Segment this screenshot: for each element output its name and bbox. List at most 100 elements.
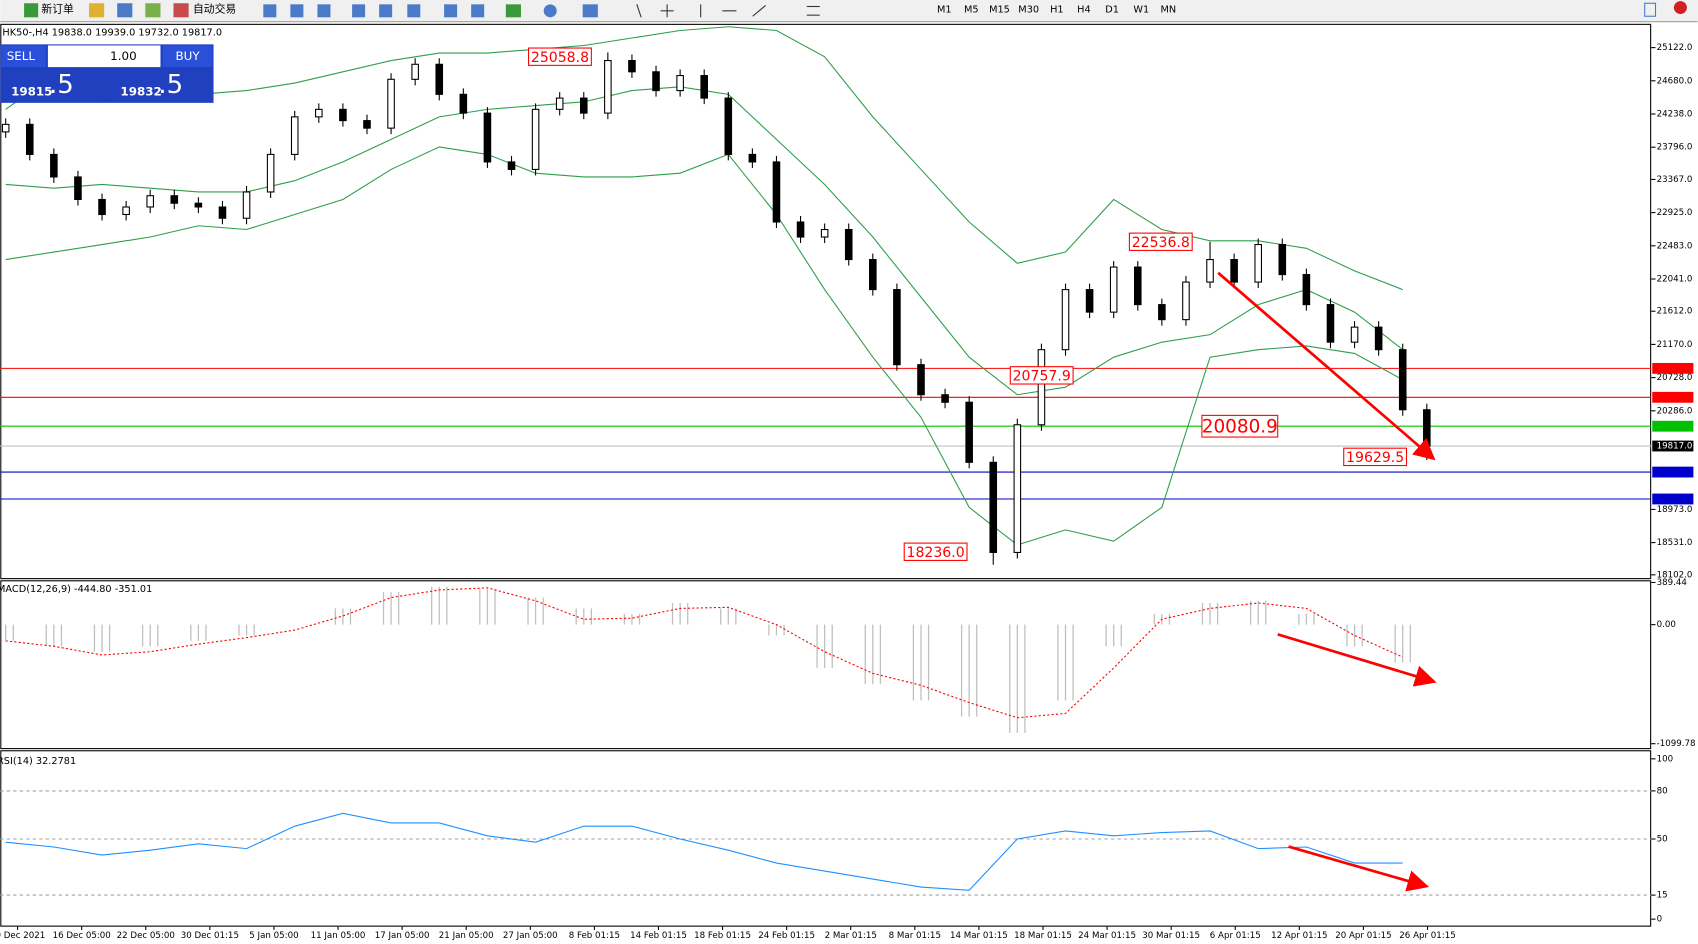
macd-tick-label: 389.44 bbox=[1657, 578, 1688, 588]
new-order-icon[interactable] bbox=[24, 3, 39, 18]
timeframe-button[interactable]: M15 bbox=[989, 5, 1010, 16]
toolbar-icon[interactable] bbox=[117, 3, 133, 18]
buy-button[interactable] bbox=[162, 45, 213, 68]
trendline-tool[interactable] bbox=[752, 4, 766, 17]
toolbar: 新订单 自动交易 M1 M5 M15 M30 bbox=[0, 0, 1698, 23]
candle-body bbox=[122, 206, 130, 216]
x-tick-label: 24 Feb 01:15 bbox=[758, 931, 815, 941]
x-tick-label: 22 Dec 05:00 bbox=[117, 931, 175, 941]
candle-body bbox=[676, 75, 684, 92]
macd-signal bbox=[5, 587, 1403, 719]
candle-body bbox=[1326, 304, 1335, 343]
price-annotation: 18236.0 bbox=[907, 545, 965, 561]
price-annotation: 20757.9 bbox=[1013, 368, 1071, 384]
rsi-tick-label: 50 bbox=[1657, 834, 1668, 844]
candle-body bbox=[290, 116, 299, 155]
x-tick-label: 6 Apr 01:15 bbox=[1210, 931, 1261, 941]
toolbar-icon[interactable] bbox=[505, 4, 521, 18]
candle-body bbox=[483, 112, 492, 163]
candle-body bbox=[724, 97, 733, 155]
axes: 25122.0 24680.0 24238.0 23796.0 23367.0 22925… bbox=[0, 43, 1696, 941]
timeframe-button[interactable]: H1 bbox=[1050, 5, 1064, 16]
toolbar-icon[interactable] bbox=[407, 4, 421, 18]
price-annotation: 19629.5 bbox=[1346, 450, 1404, 466]
toolbar-icon[interactable] bbox=[263, 4, 277, 18]
rsi-tick-label: 100 bbox=[1657, 754, 1674, 764]
timeframe-button[interactable]: W1 bbox=[1133, 5, 1149, 16]
timeframe-button[interactable]: H4 bbox=[1077, 5, 1091, 16]
main-panel-border bbox=[0, 23, 1652, 580]
price-annotation: 20080.9 bbox=[1202, 416, 1278, 437]
x-tick-label: 11 Jan 05:00 bbox=[311, 931, 366, 941]
bid-fraction[interactable]: .5 bbox=[49, 70, 74, 100]
rsi-chart bbox=[0, 790, 1652, 896]
toolbar-icon[interactable] bbox=[444, 4, 458, 18]
toolbar-icon[interactable] bbox=[145, 3, 161, 18]
y-tick-label: 18973.0 bbox=[1657, 505, 1693, 515]
candle-body bbox=[531, 108, 540, 170]
buy-label[interactable]: BUY bbox=[175, 49, 200, 63]
y-tick-label: 23796.0 bbox=[1657, 143, 1693, 153]
candle-body bbox=[1013, 424, 1022, 553]
search-icon[interactable] bbox=[1644, 2, 1657, 17]
candle-body bbox=[170, 195, 179, 204]
timeframe-button[interactable]: M30 bbox=[1018, 5, 1039, 16]
x-tick-label: 18 Mar 01:15 bbox=[1014, 931, 1072, 941]
toolbar-icon[interactable] bbox=[89, 3, 105, 18]
y-tick-label: 20286.0 bbox=[1657, 406, 1693, 416]
candle-body bbox=[1085, 289, 1094, 313]
ask-box[interactable] bbox=[106, 69, 213, 102]
candle-body bbox=[1, 123, 10, 133]
x-tick-label: 16 Dec 05:00 bbox=[53, 931, 111, 941]
toolbar-bg bbox=[0, 0, 1698, 22]
candle-body bbox=[411, 63, 419, 80]
x-tick-label: 10 Dec 2021 bbox=[0, 931, 45, 941]
price-level-tag bbox=[1652, 440, 1694, 452]
lots-input[interactable] bbox=[47, 45, 161, 68]
y-tick-label: 24680.0 bbox=[1657, 76, 1693, 86]
macd-label: MACD(12,26,9) -444.80 -351.01 bbox=[0, 584, 152, 595]
timeframe-button[interactable]: MN bbox=[1161, 5, 1177, 16]
timeframes: M1 M5 M15 M30 H1 H4 D1 W1 MN bbox=[937, 5, 1176, 16]
sell-label[interactable]: SELL bbox=[7, 49, 36, 63]
candle-body bbox=[98, 198, 106, 216]
ask-fraction[interactable]: .5 bbox=[158, 70, 183, 100]
toolbar-icon[interactable] bbox=[582, 4, 598, 18]
candle-body bbox=[146, 195, 154, 208]
toolbar-icon[interactable] bbox=[317, 4, 331, 18]
candle-body bbox=[604, 59, 612, 114]
main-chart bbox=[0, 26, 1652, 565]
candle-body bbox=[1302, 274, 1311, 306]
ask-price[interactable]: 19832 bbox=[120, 85, 161, 99]
lots-value[interactable]: 1.00 bbox=[110, 49, 136, 63]
new-order-button[interactable]: 新订单 bbox=[41, 2, 74, 16]
toolbar-icon[interactable] bbox=[352, 4, 366, 18]
auto-trading-icon[interactable] bbox=[173, 3, 189, 18]
x-tick-label: 17 Jan 05:00 bbox=[375, 931, 430, 941]
toolbar-icon[interactable] bbox=[471, 4, 485, 18]
x-tick-label: 12 Apr 01:15 bbox=[1271, 931, 1327, 941]
candle-body bbox=[315, 108, 323, 118]
macd-tick-label: 0.00 bbox=[1657, 620, 1676, 630]
timeframe-button[interactable]: M5 bbox=[964, 5, 979, 16]
price-annotation: 22536.8 bbox=[1132, 235, 1190, 251]
candle-body bbox=[25, 123, 34, 155]
notification-badge[interactable] bbox=[1673, 1, 1687, 15]
candle-body bbox=[844, 228, 853, 261]
sell-button[interactable] bbox=[1, 45, 46, 68]
candle-body bbox=[965, 401, 973, 463]
bid-price[interactable]: 19815 bbox=[11, 85, 52, 99]
candle-body bbox=[1133, 266, 1142, 306]
candle-body bbox=[459, 93, 468, 114]
cursor-tool[interactable] bbox=[636, 4, 642, 18]
candle-body bbox=[435, 63, 444, 95]
toolbar-icon[interactable] bbox=[379, 4, 393, 18]
candle-body bbox=[772, 161, 781, 223]
y-tick-label: 21612.0 bbox=[1657, 307, 1693, 317]
toolbar-icon[interactable] bbox=[290, 4, 304, 18]
bid-box[interactable] bbox=[1, 69, 104, 102]
auto-trading-button[interactable]: 自动交易 bbox=[193, 2, 236, 16]
timeframe-button[interactable]: D1 bbox=[1105, 5, 1119, 16]
toolbar-icon[interactable] bbox=[543, 4, 557, 18]
timeframe-button[interactable]: M1 bbox=[937, 5, 952, 16]
